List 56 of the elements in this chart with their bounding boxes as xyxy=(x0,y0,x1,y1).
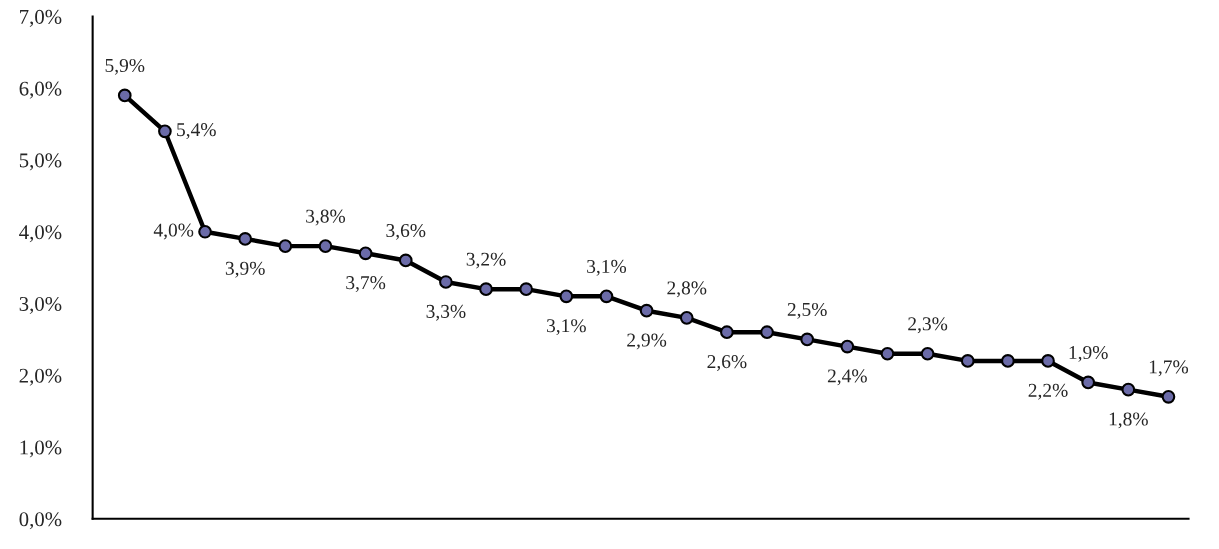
data-label: 3,8% xyxy=(306,209,346,226)
data-label: 5,4% xyxy=(177,123,216,139)
y-tick-label: 6,0% xyxy=(19,81,62,99)
point xyxy=(639,303,654,318)
point xyxy=(1121,382,1136,397)
point xyxy=(439,275,453,289)
point xyxy=(880,346,895,361)
data-label: 3,7% xyxy=(346,276,386,292)
point xyxy=(198,224,212,239)
data-label: 2,9% xyxy=(627,333,667,350)
point xyxy=(679,311,694,325)
point xyxy=(559,289,574,304)
point xyxy=(1081,375,1096,390)
point xyxy=(1161,389,1176,404)
point xyxy=(960,354,975,368)
point xyxy=(800,332,815,347)
data-label: 2,8% xyxy=(667,281,707,298)
y-tick-label: 0,0% xyxy=(19,512,62,530)
point xyxy=(1001,354,1015,368)
data-label: 3,1% xyxy=(547,319,586,336)
data-label: 1,7% xyxy=(1149,360,1189,377)
point xyxy=(519,282,534,297)
data-label: 2,6% xyxy=(707,355,747,371)
point xyxy=(398,253,413,268)
data-label: 3,9% xyxy=(225,261,265,278)
point xyxy=(318,239,333,253)
y-tick-label: 4,0% xyxy=(19,225,62,243)
data-label: 2,3% xyxy=(908,317,948,334)
data-label: 3,2% xyxy=(466,252,506,269)
data-label: 1,8% xyxy=(1109,412,1148,429)
data-label: 5,9% xyxy=(105,58,145,75)
y-tick-label: 5,0% xyxy=(19,153,62,171)
y-tick-label: 7,0% xyxy=(20,9,62,27)
data-label: 1,9% xyxy=(1069,345,1108,362)
point xyxy=(238,232,253,246)
data-label: 2,4% xyxy=(827,369,867,386)
point xyxy=(158,124,172,139)
point xyxy=(599,289,614,304)
point xyxy=(278,239,293,253)
data-label: 4,0% xyxy=(153,223,194,240)
y-tick-label: 2,0% xyxy=(19,368,62,386)
point xyxy=(117,88,132,103)
point xyxy=(920,346,935,361)
point xyxy=(479,282,493,297)
point xyxy=(358,246,373,261)
data-label: 2,5% xyxy=(787,302,827,319)
point xyxy=(720,325,734,340)
point xyxy=(760,325,774,340)
point xyxy=(1041,354,1055,368)
data-label: 3,6% xyxy=(386,223,426,240)
y-tick-label: 1,0% xyxy=(20,440,62,458)
data-label: 3,3% xyxy=(426,304,466,321)
data-label: 3,1% xyxy=(587,259,627,276)
data-label: 2,2% xyxy=(1028,383,1068,400)
y-tick-label: 3,0% xyxy=(19,296,62,314)
point xyxy=(840,339,855,354)
